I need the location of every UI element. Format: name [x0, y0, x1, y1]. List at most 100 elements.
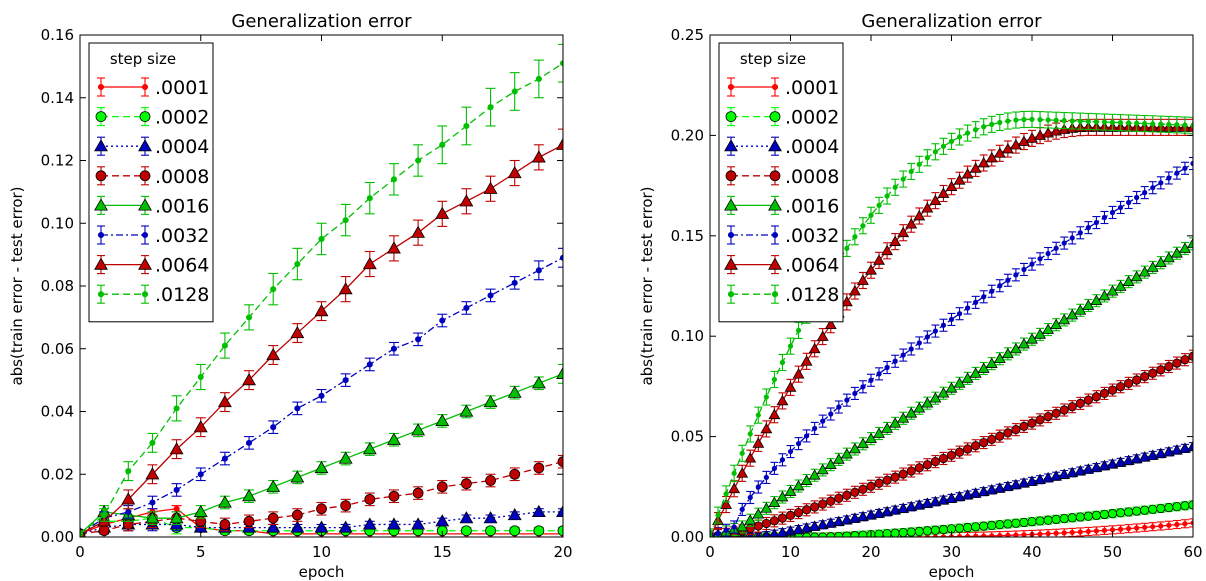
data-point — [1027, 418, 1037, 428]
data-point — [744, 452, 757, 463]
data-point — [776, 394, 789, 406]
data-point — [266, 347, 281, 361]
data-point — [938, 524, 949, 535]
data-point — [1187, 237, 1193, 249]
legend-marker — [768, 139, 782, 152]
data-point — [1085, 225, 1091, 231]
legend-label: .0032 — [155, 225, 209, 247]
y-tick-label: 0.00 — [671, 528, 704, 546]
data-point — [962, 444, 973, 454]
legend-marker — [139, 111, 151, 122]
data-point — [795, 441, 802, 447]
data-point — [1029, 261, 1035, 267]
data-point — [739, 450, 745, 456]
data-point — [459, 194, 474, 207]
data-point — [1091, 392, 1102, 402]
y-tick-label: 0.06 — [41, 340, 74, 358]
data-point — [752, 437, 765, 448]
y-axis-label: abs(train error - test error) — [8, 186, 26, 385]
chart-title: Generalization error — [231, 11, 412, 32]
data-point — [121, 492, 136, 505]
data-point — [868, 377, 874, 383]
data-point — [987, 434, 997, 444]
data-point — [921, 202, 934, 213]
data-point — [1142, 120, 1148, 127]
data-point — [366, 195, 373, 202]
data-point — [897, 502, 910, 513]
legend-marker — [725, 170, 737, 182]
data-point — [908, 346, 914, 352]
data-point — [1125, 199, 1132, 206]
data-point — [945, 492, 958, 503]
data-point — [507, 385, 522, 398]
data-point — [792, 523, 805, 534]
data-point — [1109, 209, 1116, 216]
data-point — [1150, 185, 1156, 191]
data-point — [1019, 517, 1029, 528]
data-point — [962, 522, 973, 533]
data-point — [1101, 119, 1108, 125]
data-point — [832, 453, 845, 464]
data-point — [852, 234, 858, 240]
legend-marker — [94, 198, 108, 211]
data-point — [1158, 121, 1164, 127]
legend-marker — [138, 257, 152, 270]
data-point — [736, 520, 749, 532]
data-point — [411, 225, 426, 238]
x-tick-label: 30 — [942, 543, 961, 561]
data-point — [193, 504, 208, 517]
data-point — [1018, 477, 1030, 488]
data-point — [808, 520, 821, 531]
data-point — [1125, 526, 1132, 532]
data-point — [836, 404, 842, 410]
y-tick-label: 0.10 — [41, 214, 74, 232]
data-point — [881, 422, 894, 433]
data-point — [1067, 513, 1077, 523]
legend-label: .0016 — [155, 195, 209, 217]
data-point — [338, 520, 353, 533]
y-tick-label: 0.10 — [671, 327, 704, 345]
data-point — [997, 533, 1003, 537]
data-point — [940, 143, 947, 149]
data-point — [338, 282, 353, 295]
data-point — [1067, 402, 1077, 412]
data-point — [1093, 528, 1100, 534]
data-point — [769, 516, 780, 526]
series-0016 — [80, 363, 563, 537]
data-point — [739, 506, 745, 513]
data-point — [436, 481, 448, 493]
data-point — [795, 327, 802, 334]
data-point — [1026, 132, 1038, 143]
data-point — [1099, 388, 1110, 399]
legend-marker — [97, 291, 105, 298]
data-point — [266, 479, 281, 492]
x-tick-label: 10 — [312, 543, 331, 561]
legend-entry: .0004 — [94, 136, 209, 158]
data-point — [848, 284, 861, 296]
legend-entry: .0032 — [727, 225, 839, 247]
data-point — [787, 343, 794, 349]
data-point — [1045, 117, 1051, 123]
legend-entry: .0128 — [727, 284, 839, 306]
data-point — [1061, 240, 1067, 246]
data-point — [1077, 230, 1083, 236]
data-point — [1166, 121, 1172, 128]
data-point — [1035, 415, 1045, 425]
y-tick-label: 0.25 — [671, 26, 704, 44]
data-point — [1134, 194, 1140, 201]
legend-marker — [724, 139, 738, 152]
data-point — [1077, 118, 1083, 124]
data-point — [1061, 117, 1067, 124]
data-point — [314, 304, 329, 317]
legend-marker — [725, 111, 737, 122]
data-point — [1174, 122, 1180, 128]
data-point — [125, 468, 132, 475]
data-point — [857, 437, 869, 449]
data-point — [900, 352, 906, 358]
data-point — [924, 334, 930, 340]
data-point — [1134, 525, 1140, 531]
legend-label: .0128 — [155, 284, 209, 306]
data-point — [1034, 473, 1046, 485]
data-point — [1005, 532, 1011, 537]
